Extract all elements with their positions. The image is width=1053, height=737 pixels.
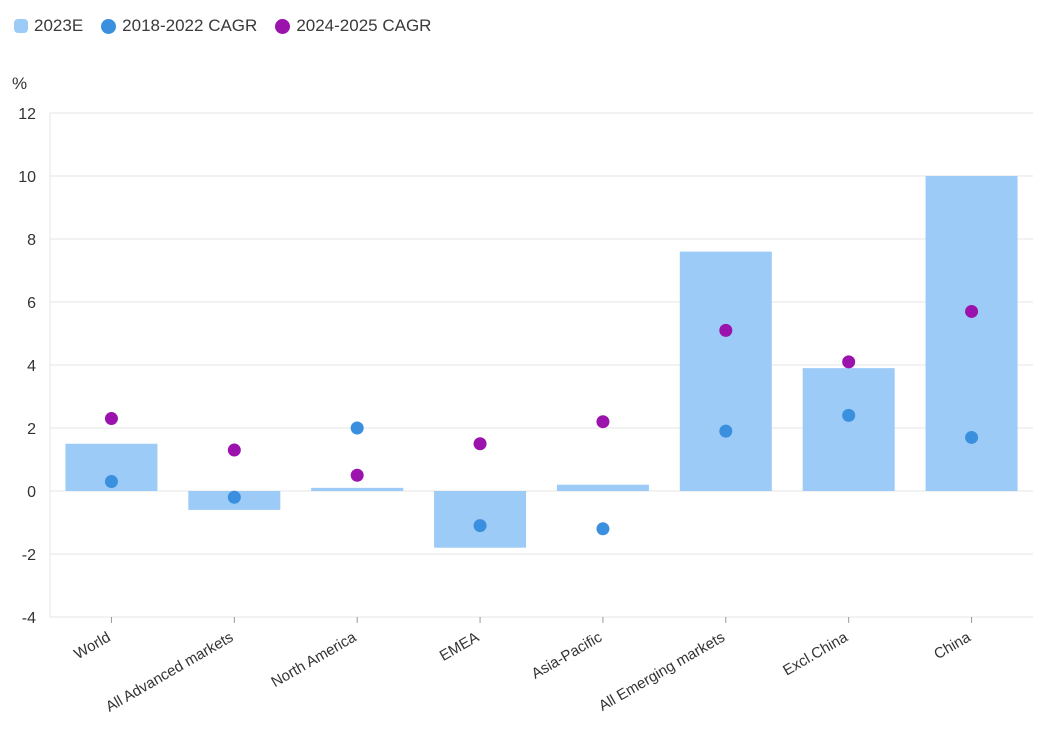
y-axis-unit-label: % <box>12 74 28 93</box>
dot-2024-2025-cagr <box>473 437 487 451</box>
bar-2023e <box>311 487 404 491</box>
y-tick-label: -4 <box>22 610 36 627</box>
dot-2018-2022-cagr <box>719 424 733 438</box>
x-tick-label: All Advanced markets <box>103 629 236 716</box>
legend-label-2018-2022-cagr: 2018-2022 CAGR <box>122 16 258 35</box>
y-tick-label: -2 <box>22 547 36 564</box>
legend-swatch-2018-2022-cagr <box>101 18 117 34</box>
legend-label-2024-2025-cagr: 2024-2025 CAGR <box>296 16 432 35</box>
x-tick-label: Asia-Pacific <box>529 628 606 682</box>
dot-2024-2025-cagr <box>350 468 364 482</box>
x-tick-label: All Emerging markets <box>596 629 728 715</box>
dot-2024-2025-cagr <box>104 412 118 426</box>
dot-2024-2025-cagr <box>842 355 856 369</box>
dot-2018-2022-cagr <box>473 519 487 533</box>
dot-2018-2022-cagr <box>350 421 364 435</box>
x-tick-label: EMEA <box>437 629 482 665</box>
x-tick-label: Excl.China <box>780 628 851 679</box>
dot-2024-2025-cagr <box>965 304 979 318</box>
y-tick-label: 6 <box>27 295 36 312</box>
legend: 2023E 2018-2022 CAGR 2024-2025 CAGR <box>14 16 431 36</box>
dot-2024-2025-cagr <box>719 323 733 337</box>
y-tick-label: 8 <box>27 232 36 249</box>
legend-label-2023e: 2023E <box>34 16 84 35</box>
y-tick-label: 4 <box>27 358 36 375</box>
y-tick-label: 10 <box>18 169 36 186</box>
legend-swatch-2023e <box>14 19 28 33</box>
bar-2023e <box>679 251 772 491</box>
dot-2018-2022-cagr <box>596 522 610 536</box>
y-tick-label: 12 <box>18 106 36 123</box>
x-tick-label: North America <box>268 628 359 691</box>
dot-2018-2022-cagr <box>965 430 979 444</box>
bar-2023e <box>556 484 649 491</box>
legend-item-2023e[interactable]: 2023E <box>14 16 83 36</box>
legend-item-2018-2022-cagr[interactable]: 2018-2022 CAGR <box>101 16 257 36</box>
dot-2024-2025-cagr <box>596 415 610 429</box>
x-tick-label: China <box>931 628 974 663</box>
dot-2018-2022-cagr <box>842 408 856 422</box>
bar-2023e <box>802 368 895 491</box>
legend-item-2024-2025-cagr[interactable]: 2024-2025 CAGR <box>275 16 431 36</box>
y-tick-label: 2 <box>27 421 36 438</box>
x-tick-label: World <box>71 629 113 663</box>
dot-2018-2022-cagr <box>227 490 241 504</box>
y-tick-label: 0 <box>27 484 36 501</box>
dot-2024-2025-cagr <box>227 443 241 457</box>
legend-swatch-2024-2025-cagr <box>275 18 291 34</box>
dot-2018-2022-cagr <box>104 475 118 489</box>
